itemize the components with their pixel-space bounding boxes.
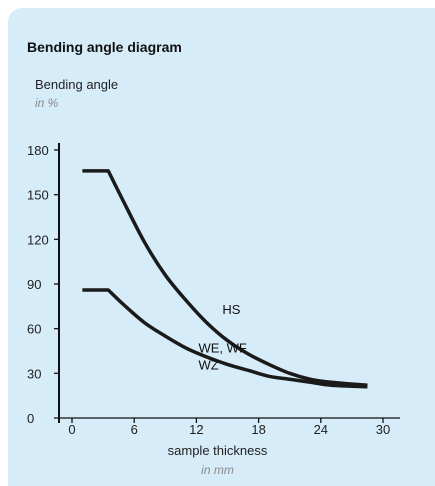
series-label: HS: [222, 302, 240, 317]
x-tick-label: 6: [131, 422, 138, 437]
x-tick: 18: [251, 418, 266, 437]
x-tick: 24: [314, 418, 328, 437]
y-tick-label: 150: [27, 188, 49, 203]
y-tick-label: 0: [27, 411, 34, 426]
y-tick: 150: [27, 188, 59, 203]
x-axis-unit: in mm: [201, 463, 234, 477]
x-tick-label: 18: [251, 422, 265, 437]
series-label: WZ: [198, 357, 218, 372]
x-tick-label: 30: [376, 422, 390, 437]
y-axis-unit: in %: [35, 96, 59, 110]
y-axis-label: Bending angle: [35, 77, 119, 92]
y-tick: 0: [27, 411, 34, 426]
y-tick-label: 180: [27, 143, 49, 158]
x-tick: 12: [189, 418, 204, 437]
series-label: WE, WF: [198, 340, 246, 355]
y-tick-label: 60: [27, 322, 41, 337]
y-tick: 90: [27, 277, 59, 292]
y-tick: 120: [27, 232, 59, 247]
x-axis-label: sample thickness: [167, 443, 268, 458]
x-tick-label: 12: [189, 422, 203, 437]
series-line-1: [82, 169, 368, 387]
y-tick: 30: [27, 366, 59, 381]
y-tick-label: 90: [27, 277, 41, 292]
y-tick: 60: [27, 322, 59, 337]
x-tick-label: 0: [68, 422, 75, 437]
x-tick: 0: [68, 418, 76, 437]
y-tick: 180: [27, 143, 59, 158]
x-tick: 6: [131, 418, 138, 437]
x-tick: 30: [376, 418, 390, 437]
chart-title: Bending angle diagram: [27, 39, 182, 55]
chart-panel: [8, 8, 435, 486]
x-tick-label: 24: [314, 422, 328, 437]
y-tick-label: 120: [27, 232, 49, 247]
series-line-2: [82, 288, 368, 389]
y-tick-label: 30: [27, 366, 41, 381]
